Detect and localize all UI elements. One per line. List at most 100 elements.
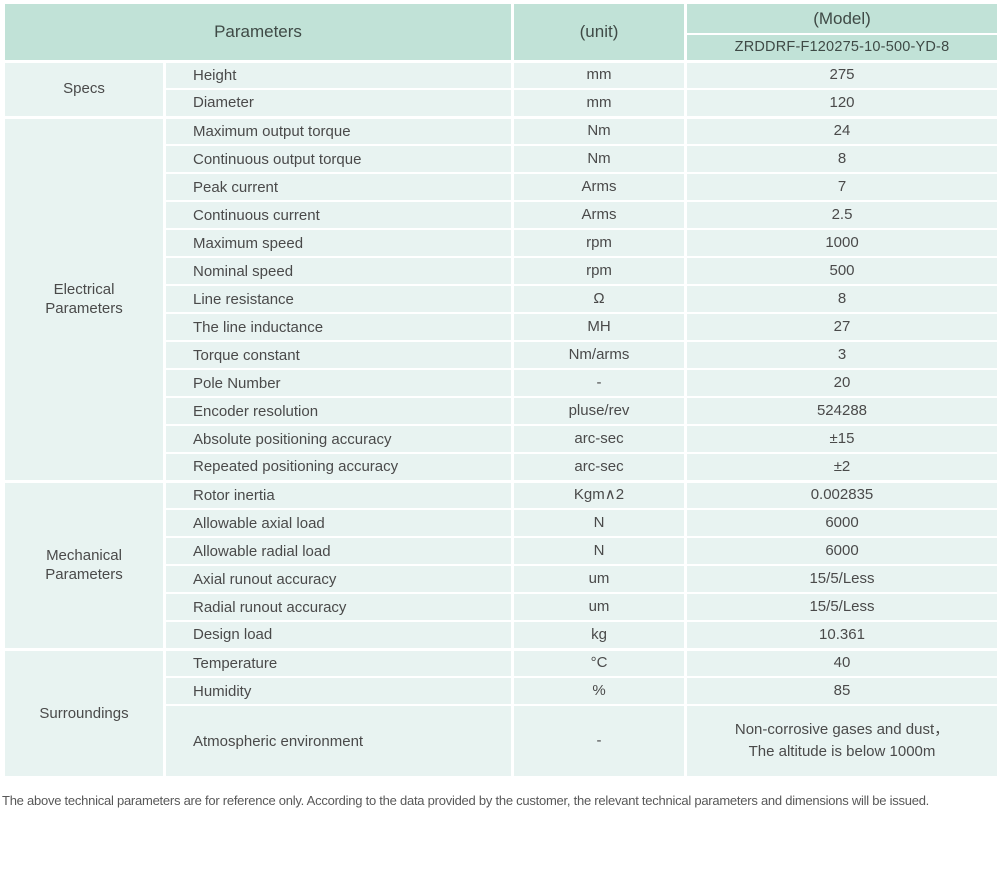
parameter-name-cell: Design load (163, 620, 514, 650)
value-cell: 6000 (684, 536, 999, 566)
table-row: Allowable radial load N 6000 (4, 536, 999, 566)
unit-cell: N (511, 536, 687, 566)
parameter-name-cell: Allowable axial load (163, 508, 514, 538)
unit-cell: mm (511, 59, 687, 90)
table-body: Specs Height mm 275 Diameter mm 120 Electrical … (2, 59, 999, 778)
unit-cell: MH (511, 312, 687, 342)
table-row: Radial runout accuracy um 15/5/Less (4, 592, 999, 622)
table-row: Continuous output torque Nm 8 (4, 144, 999, 174)
value-cell: 40 (684, 647, 999, 678)
table-row: Nominal speed rpm 500 (4, 256, 999, 286)
value-cell: 120 (684, 88, 999, 118)
unit-cell: % (511, 676, 687, 706)
table-row: Design load kg 10.361 (4, 620, 999, 650)
unit-cell: - (511, 368, 687, 398)
parameter-name-cell: Torque constant (163, 340, 514, 370)
model-column-header: (Model) (684, 2, 999, 35)
unit-cell: Arms (511, 200, 687, 230)
parameter-name-cell: Line resistance (163, 284, 514, 314)
unit-cell: Arms (511, 172, 687, 202)
unit-cell: rpm (511, 228, 687, 258)
unit-cell: rpm (511, 256, 687, 286)
value-cell: 15/5/Less (684, 564, 999, 594)
parameter-name-cell: Allowable radial load (163, 536, 514, 566)
table-row: Torque constant Nm/arms 3 (4, 340, 999, 370)
value-cell: ±15 (684, 424, 999, 454)
table-row: Surroundings Temperature °C 40 (2, 647, 999, 778)
group-label-cell: Surroundings (2, 647, 166, 778)
table-row: Pole Number -20 (4, 368, 999, 398)
model-number: ZRDDRF-F120275-10-500-YD-8 (684, 33, 999, 62)
table-row: Continuous current Arms 2.5 (4, 200, 999, 230)
unit-cell: °C (511, 647, 687, 678)
value-cell: ±2 (684, 452, 999, 482)
table-row: The line inductance MH 27 (4, 312, 999, 342)
value-cell: 3 (684, 340, 999, 370)
motor-spec-table: Parameters (unit) (Model) ZRDDRF-F120275… (2, 2, 999, 778)
parameter-name-cell: Maximum speed (163, 228, 514, 258)
parameter-name-cell: Absolute positioning accuracy (163, 424, 514, 454)
parameter-name-cell: Maximum output torque (163, 115, 514, 146)
parameters-column-header: Parameters (2, 2, 514, 62)
table-row: Humidity% 85 (4, 676, 999, 706)
parameter-name-cell: Diameter (163, 88, 514, 118)
table-row: Axial runout accuracy um 15/5/Less (4, 564, 999, 594)
unit-cell: - (511, 704, 687, 778)
value-cell: 8 (684, 284, 999, 314)
unit-cell: Nm (511, 115, 687, 146)
value-cell: 500 (684, 256, 999, 286)
parameter-name-cell: Encoder resolution (163, 396, 514, 426)
parameter-name-cell: Radial runout accuracy (163, 592, 514, 622)
value-cell: 8 (684, 144, 999, 174)
value-cell: 27 (684, 312, 999, 342)
parameter-name-cell: Nominal speed (163, 256, 514, 286)
unit-cell: um (511, 564, 687, 594)
value-cell: 15/5/Less (684, 592, 999, 622)
table-row: Diameter mm 120 (4, 88, 999, 118)
table-row: Line resistance Ω 8 (4, 284, 999, 314)
unit-cell: mm (511, 88, 687, 118)
unit-cell: um (511, 592, 687, 622)
table-row: Peak current Arms 7 (4, 172, 999, 202)
value-cell: 7 (684, 172, 999, 202)
table-row: Maximum speed rpm 1000 (4, 228, 999, 258)
footer-note: The above technical parameters are for r… (2, 793, 930, 808)
parameter-name-cell: Humidity (163, 676, 514, 706)
table-row: Repeated positioning accuracy arc-sec ±2 (4, 452, 999, 482)
value-cell: 0.002835 (684, 479, 999, 510)
table-row: Specs Height mm 275 (2, 59, 999, 118)
unit-cell: Kgm∧2 (511, 479, 687, 510)
value-cell: Non-corrosive gases and dust， The altitu… (684, 704, 999, 778)
table-row: Encoder resolution pluse/rev 524288 (4, 396, 999, 426)
unit-cell: Nm (511, 144, 687, 174)
value-cell: 2.5 (684, 200, 999, 230)
value-cell: 10.361 (684, 620, 999, 650)
parameter-name-cell: Axial runout accuracy (163, 564, 514, 594)
value-cell: 524288 (684, 396, 999, 426)
unit-cell: arc-sec (511, 452, 687, 482)
group-label-cell: Specs (2, 59, 166, 118)
group-label-cell: Electrical Parameters (2, 115, 166, 482)
table-row: Atmospheric environment - Non-corrosive ga… (4, 704, 999, 778)
parameter-name-cell: Continuous output torque (163, 144, 514, 174)
parameter-name-cell: The line inductance (163, 312, 514, 342)
unit-cell: Ω (511, 284, 687, 314)
parameter-name-cell: Repeated positioning accuracy (163, 452, 514, 482)
unit-cell: N (511, 508, 687, 538)
value-cell: 20 (684, 368, 999, 398)
parameter-name-cell: Continuous current (163, 200, 514, 230)
table-row: Absolute positioning accuracy arc-sec ±15 (4, 424, 999, 454)
unit-cell: pluse/rev (511, 396, 687, 426)
parameter-name-cell: Peak current (163, 172, 514, 202)
parameter-name-cell: Pole Number (163, 368, 514, 398)
parameter-name-cell: Temperature (163, 647, 514, 678)
unit-cell: Nm/arms (511, 340, 687, 370)
table-row: Mechanical Parameters Rotor inertia Kgm∧2 0… (2, 479, 999, 650)
value-cell: 1000 (684, 228, 999, 258)
parameter-name-cell: Height (163, 59, 514, 90)
group-label-cell: Mechanical Parameters (2, 479, 166, 650)
value-cell: 275 (684, 59, 999, 90)
unit-cell: arc-sec (511, 424, 687, 454)
unit-cell: kg (511, 620, 687, 650)
